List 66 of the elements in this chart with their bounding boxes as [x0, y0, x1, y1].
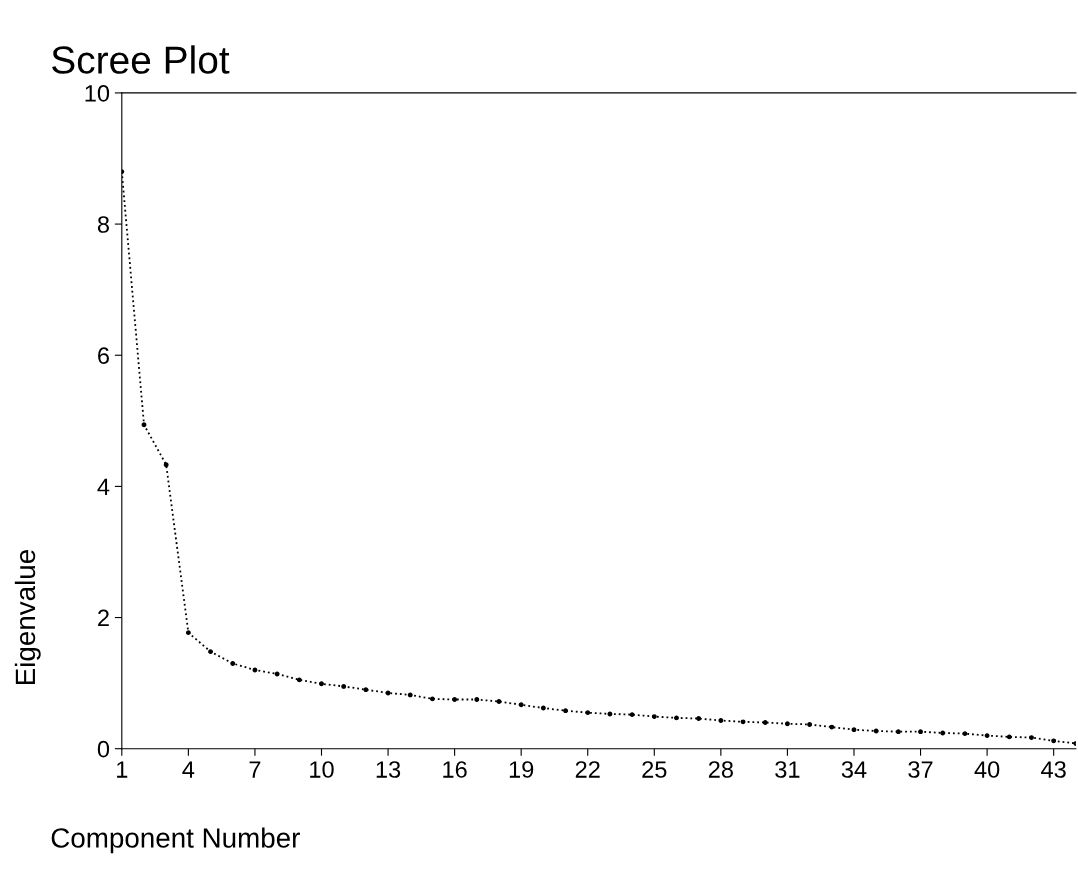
- point: [540, 705, 546, 711]
- point: [762, 720, 768, 725]
- point: [341, 683, 347, 689]
- point: [984, 733, 990, 739]
- point: [296, 677, 302, 683]
- y-tick-label: 6: [98, 347, 109, 365]
- point: [607, 711, 613, 717]
- point: [718, 718, 724, 723]
- point: [1006, 734, 1012, 740]
- point: [185, 630, 191, 636]
- point: [363, 687, 369, 693]
- point: [918, 729, 923, 735]
- point: [873, 728, 879, 734]
- point: [740, 719, 746, 725]
- x-tick-label: 34: [841, 761, 867, 778]
- x-tick-label: 13: [376, 761, 401, 778]
- x-tick-label: 4: [182, 761, 195, 778]
- point: [208, 649, 213, 655]
- point: [651, 714, 657, 720]
- chart-title: Scree Plot: [52, 45, 230, 74]
- y-tick-label: 8: [97, 216, 109, 233]
- point: [230, 661, 236, 666]
- point: [319, 681, 324, 687]
- x-tick-label: 22: [575, 761, 600, 778]
- x-tick-label: 28: [708, 761, 733, 778]
- point: [274, 671, 280, 677]
- point: [674, 715, 679, 721]
- y-tick-label: 10: [85, 84, 110, 102]
- x-tick-label: 37: [908, 761, 933, 778]
- point: [629, 712, 635, 718]
- point: [252, 667, 258, 673]
- point: [385, 690, 391, 696]
- y-tick-label: 4: [97, 478, 110, 495]
- x-tick-label: 25: [642, 761, 667, 778]
- y-tick-label: 2: [98, 609, 109, 627]
- point: [452, 697, 458, 702]
- point: [407, 692, 413, 698]
- x-tick-label: 40: [974, 761, 1000, 778]
- x-tick-label: 16: [443, 761, 467, 778]
- point: [784, 721, 790, 727]
- point: [563, 708, 568, 714]
- point: [807, 722, 813, 727]
- point: [474, 697, 480, 702]
- x-tick-label: 10: [310, 761, 334, 778]
- x-tick-label: 43: [1041, 761, 1066, 778]
- point: [940, 730, 946, 736]
- point: [829, 724, 835, 730]
- point: [1029, 735, 1034, 740]
- point: [518, 702, 524, 708]
- x-tick-label: 31: [775, 761, 800, 778]
- point: [429, 696, 435, 702]
- y-axis-title: Eigenvalue: [14, 550, 41, 684]
- point: [895, 729, 901, 735]
- x-tick-label: 19: [509, 761, 534, 778]
- point: [962, 731, 968, 737]
- point: [496, 699, 502, 704]
- x-tick-label: 7: [249, 761, 261, 778]
- point: [163, 462, 169, 468]
- x-axis-title: Component Number: [51, 827, 300, 854]
- point: [585, 710, 591, 716]
- y-tick-label: 0: [97, 740, 110, 758]
- point: [141, 422, 147, 428]
- point: [851, 727, 857, 733]
- x-tick-label: 1: [117, 761, 128, 778]
- point: [1051, 738, 1057, 744]
- point: [696, 716, 702, 721]
